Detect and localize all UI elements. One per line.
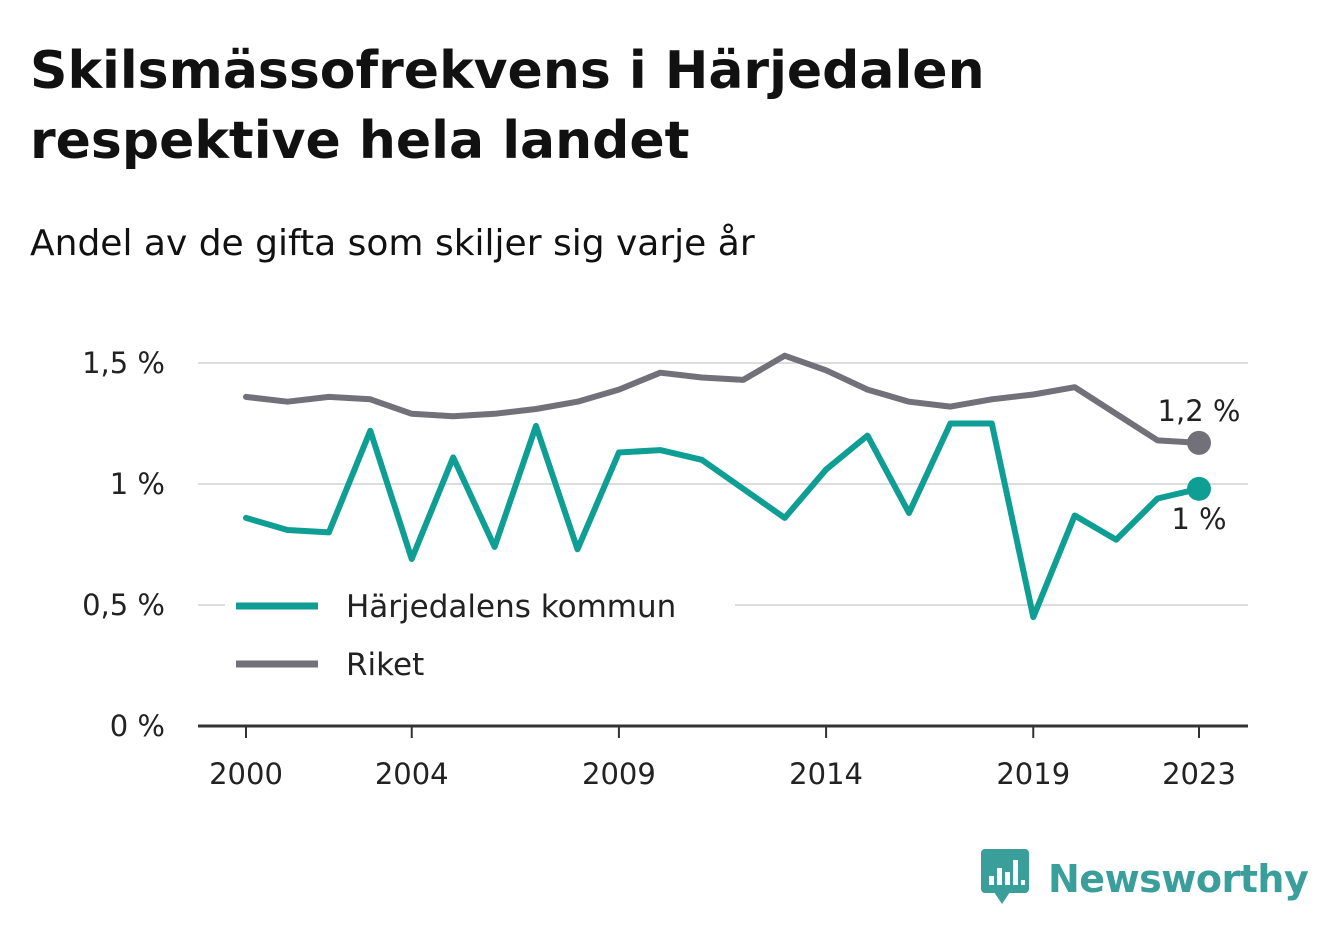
- brand-name: Newsworthy: [1048, 857, 1309, 901]
- chart-title: Skilsmässofrekvens i Härjedalen respekti…: [30, 41, 985, 171]
- legend-label-harjedalen: Härjedalens kommun: [346, 589, 676, 625]
- end-label-riket: 1,2 %: [1158, 394, 1241, 428]
- bar-chart-icon: [981, 849, 1029, 904]
- x-axis: 2000 2004 2009 2014 2019 2023: [198, 724, 1248, 791]
- x-tick-label: 2014: [789, 757, 863, 791]
- end-label-harjedalen: 1 %: [1171, 502, 1226, 536]
- legend-background: [225, 575, 735, 695]
- chart-subtitle: Andel av de gifta som skiljer sig varje …: [30, 223, 755, 264]
- series-lines: [243, 352, 1211, 621]
- x-tick-label: 2000: [209, 757, 283, 791]
- x-tick-label: 2009: [582, 757, 656, 791]
- newsworthy-logo: Newsworthy: [980, 848, 1309, 910]
- series-endpoint-harjedalen: [1187, 476, 1211, 501]
- end-labels: 1 % 1,2 %: [1158, 394, 1241, 536]
- y-tick-label: 1,5 %: [82, 346, 165, 380]
- series-line-harjedalen: [243, 420, 1202, 621]
- y-tick-label: 1 %: [110, 467, 165, 501]
- y-axis: 0 % 0,5 % 1 % 1,5 %: [82, 346, 165, 743]
- x-tick-label: 2023: [1162, 757, 1236, 791]
- legend-label-riket: Riket: [346, 647, 424, 683]
- series-endpoint-riket: [1187, 430, 1211, 455]
- x-tick-label: 2004: [375, 757, 449, 791]
- legend: Härjedalens kommun Riket: [225, 575, 735, 695]
- y-tick-label: 0 %: [110, 709, 165, 743]
- y-tick-label: 0,5 %: [82, 588, 165, 622]
- x-tick-label: 2019: [996, 757, 1070, 791]
- series-line-riket: [243, 352, 1202, 446]
